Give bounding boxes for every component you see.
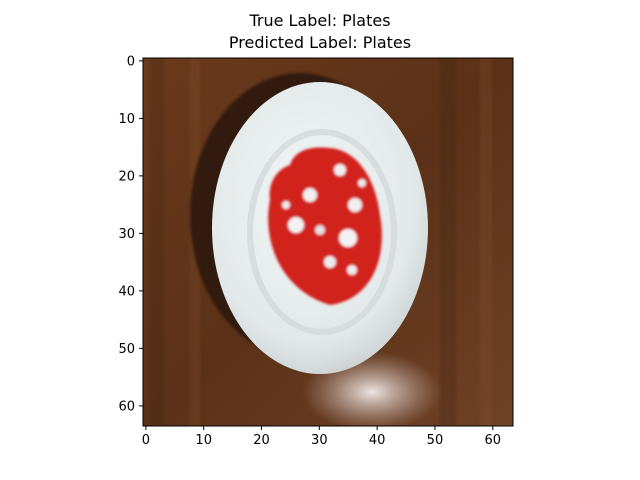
y-tick-label: 50: [118, 342, 135, 357]
x-tick-label: 0: [142, 433, 150, 448]
x-tick-label: 50: [427, 433, 444, 448]
x-tick-label: 30: [311, 433, 328, 448]
x-tick-label: 40: [369, 433, 386, 448]
y-tick-label: 60: [118, 399, 135, 414]
title-predicted-label: Predicted Label: Plates: [228, 33, 412, 52]
y-tick-label: 10: [118, 112, 135, 127]
x-tick-label: 20: [253, 433, 270, 448]
light-glare: [302, 352, 442, 426]
axes-frame: [142, 57, 514, 427]
plate-photo: [143, 58, 513, 426]
red-food: [268, 147, 382, 305]
x-tick-label: 60: [484, 433, 501, 448]
y-tick-label: 0: [127, 54, 135, 69]
y-tick-label: 20: [118, 169, 135, 184]
x-axis: 0 10 20 30 40 50 60: [142, 426, 501, 448]
y-tick-label: 40: [118, 284, 135, 299]
x-tick-label: 10: [195, 433, 212, 448]
title-true-label: True Label: Plates: [249, 11, 391, 30]
y-tick-label: 30: [118, 227, 135, 242]
plate-rim: [247, 129, 397, 335]
y-axis: 0 10 20 30 40 50 60: [118, 54, 143, 414]
